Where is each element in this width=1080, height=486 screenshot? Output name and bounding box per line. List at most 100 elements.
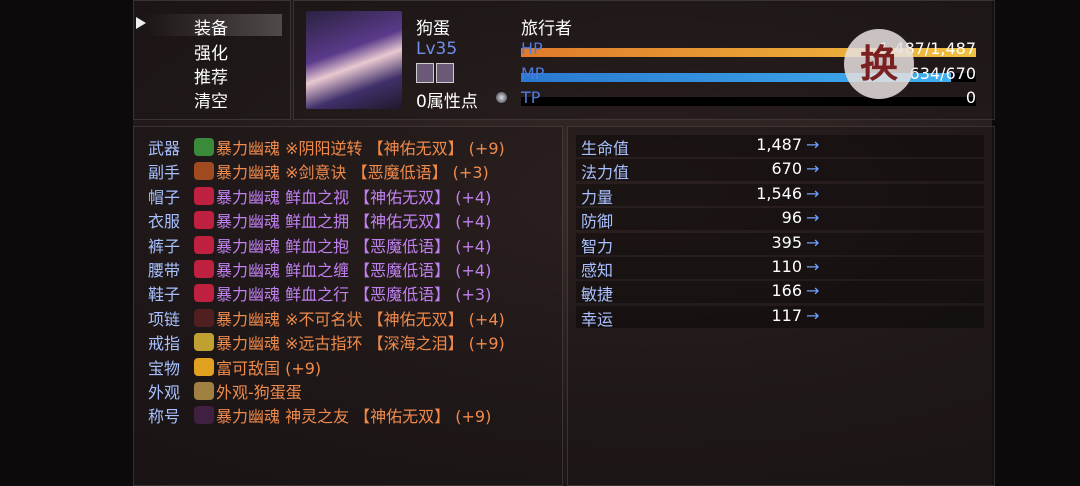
equipment-row[interactable]: 武器 暴力幽魂 ※阴阳逆转 【神佑无双】 (+9)	[148, 135, 505, 159]
stats-list: 生命值 1,487 → 法力值 670 → 力量 1,546 → 防御 96 → 智力 395 → 感知 110…	[567, 126, 995, 486]
character-portrait	[306, 11, 402, 109]
tp-value: 0	[965, 88, 976, 107]
character-level: Lv35	[416, 39, 458, 59]
stat-value: 96	[781, 208, 802, 228]
stat-name: 生命值	[581, 139, 630, 158]
arrow-right-icon: →	[806, 159, 820, 179]
necklace-icon	[194, 308, 214, 327]
equipment-slot: 戒指	[148, 334, 181, 354]
pants-icon	[194, 235, 214, 254]
armor-icon	[194, 211, 214, 230]
equipment-name: 暴力幽魂 鲜血之抱 【恶魔低语】 (+4)	[216, 236, 492, 256]
title-icon	[194, 406, 214, 425]
coin-icon	[194, 357, 214, 376]
equipment-row[interactable]: 副手 暴力幽魂 ※剑意诀 【恶魔低语】 (+3)	[148, 159, 489, 183]
equipment-slot: 腰带	[148, 261, 181, 280]
equipment-row[interactable]: 项链 暴力幽魂 ※不可名状 【神佑无双】 (+4)	[148, 306, 505, 330]
stat-value: 166	[771, 281, 802, 301]
stat-name: 智力	[581, 236, 614, 256]
arrow-right-icon: →	[806, 135, 820, 154]
equipment-name: 暴力幽魂 ※远古指环 【深海之泪】 (+9)	[216, 334, 505, 354]
left-letterbox	[0, 0, 133, 486]
stat-name: 防御	[581, 212, 614, 232]
menu-item-equip[interactable]: 装备	[194, 19, 228, 39]
arrow-right-icon: →	[806, 208, 820, 228]
equipment-row[interactable]: 裤子 暴力幽魂 鲜血之抱 【恶魔低语】 (+4)	[148, 233, 491, 257]
equipment-slot: 帽子	[148, 187, 181, 207]
equipment-row[interactable]: 称号 暴力幽魂 神灵之友 【神佑无双】 (+9)	[148, 403, 491, 427]
equipment-name: 暴力幽魂 鲜血之行 【恶魔低语】 (+3)	[216, 285, 492, 305]
equipment-name: 暴力幽魂 ※不可名状 【神佑无双】 (+4)	[216, 309, 505, 329]
equipment-name: 富可敌国 (+9)	[216, 358, 322, 378]
menu-item-clear[interactable]: 清空	[194, 92, 228, 112]
right-letterbox	[992, 0, 1080, 486]
mp-label: MP	[521, 64, 545, 83]
equipment-row[interactable]: 外观 外观-狗蛋蛋	[148, 379, 302, 403]
ring-icon	[194, 333, 214, 352]
stat-name: 力量	[581, 187, 614, 207]
belt-icon	[194, 260, 214, 278]
stat-name: 敏捷	[581, 285, 614, 305]
stat-value: 110	[771, 257, 802, 276]
equipment-list: 武器 暴力幽魂 ※阴阳逆转 【神佑无双】 (+9) 副手 暴力幽魂 ※剑意诀 【恶魔低…	[133, 126, 563, 486]
menu-item-recommend[interactable]: 推荐	[194, 68, 228, 88]
stat-value: 1,546	[756, 183, 802, 203]
character-class: 旅行者	[521, 19, 572, 39]
attribute-points: 0属性点	[416, 92, 478, 112]
sword-icon	[194, 138, 214, 156]
stat-value: 670	[771, 159, 802, 179]
equipment-row[interactable]: 宝物 富可敌国 (+9)	[148, 355, 321, 379]
stat-row: 幸运 117 →	[576, 305, 984, 329]
scroll-icon	[194, 162, 214, 181]
hp-label: HP	[521, 39, 543, 58]
swap-button[interactable]: 换	[844, 29, 914, 99]
cursor-arrow-icon	[136, 17, 146, 29]
orb-icon	[496, 92, 507, 103]
equipment-row[interactable]: 鞋子 暴力幽魂 鲜血之行 【恶魔低语】 (+3)	[148, 281, 491, 305]
equipment-name: 暴力幽魂 鲜血之视 【神佑无双】 (+4)	[216, 187, 492, 207]
arrow-right-icon: →	[806, 183, 820, 203]
equipment-name: 暴力幽魂 ※剑意诀 【恶魔低语】 (+3)	[216, 163, 489, 183]
equipment-slot: 武器	[148, 139, 181, 158]
stat-row: 生命值 1,487 →	[576, 135, 984, 158]
stat-value: 117	[771, 305, 802, 325]
equipment-slot: 衣服	[148, 212, 181, 232]
equipment-slot: 宝物	[148, 358, 181, 378]
stat-value: 1,487	[756, 135, 802, 154]
stat-name: 法力值	[581, 163, 630, 183]
boots-icon	[194, 284, 214, 303]
stat-row: 防御 96 →	[576, 208, 984, 232]
skill-icon	[416, 63, 434, 83]
equipment-name: 暴力幽魂 ※阴阳逆转 【神佑无双】 (+9)	[216, 139, 505, 158]
equipment-row[interactable]: 衣服 暴力幽魂 鲜血之拥 【神佑无双】 (+4)	[148, 208, 491, 232]
stat-name: 感知	[581, 261, 614, 280]
arrow-right-icon: →	[806, 281, 820, 301]
figure-icon	[436, 63, 454, 83]
menu-item-enhance[interactable]: 强化	[194, 44, 228, 64]
arrow-right-icon: →	[806, 232, 820, 252]
menu-selection-highlight	[146, 14, 282, 36]
stat-row: 智力 395 →	[576, 232, 984, 256]
equipment-name: 暴力幽魂 鲜血之缠 【恶魔低语】 (+4)	[216, 261, 492, 280]
arrow-right-icon: →	[806, 305, 820, 325]
stat-row: 力量 1,546 →	[576, 183, 984, 207]
stat-row: 感知 110 →	[576, 257, 984, 280]
equipment-name: 暴力幽魂 鲜血之拥 【神佑无双】 (+4)	[216, 212, 492, 232]
equipment-row[interactable]: 腰带 暴力幽魂 鲜血之缠 【恶魔低语】 (+4)	[148, 257, 491, 281]
command-menu: 装备 强化 推荐 清空	[133, 0, 291, 120]
equipment-row[interactable]: 戒指 暴力幽魂 ※远古指环 【深海之泪】 (+9)	[148, 330, 505, 354]
hp-bar	[521, 48, 976, 57]
mp-value: 634/670	[909, 64, 976, 83]
equipment-slot: 外观	[148, 383, 181, 402]
equipment-name: 外观-狗蛋蛋	[216, 383, 302, 402]
equipment-slot: 称号	[148, 407, 181, 427]
equipment-row[interactable]: 帽子 暴力幽魂 鲜血之视 【神佑无双】 (+4)	[148, 184, 491, 208]
equipment-slot: 项链	[148, 309, 181, 329]
costume-icon	[194, 382, 214, 400]
equipment-slot: 鞋子	[148, 285, 181, 305]
stat-name: 幸运	[581, 309, 614, 329]
character-name: 狗蛋	[416, 19, 450, 39]
tp-label: TP	[521, 88, 541, 107]
stat-row: 法力值 670 →	[576, 159, 984, 183]
equipment-slot: 副手	[148, 163, 181, 183]
